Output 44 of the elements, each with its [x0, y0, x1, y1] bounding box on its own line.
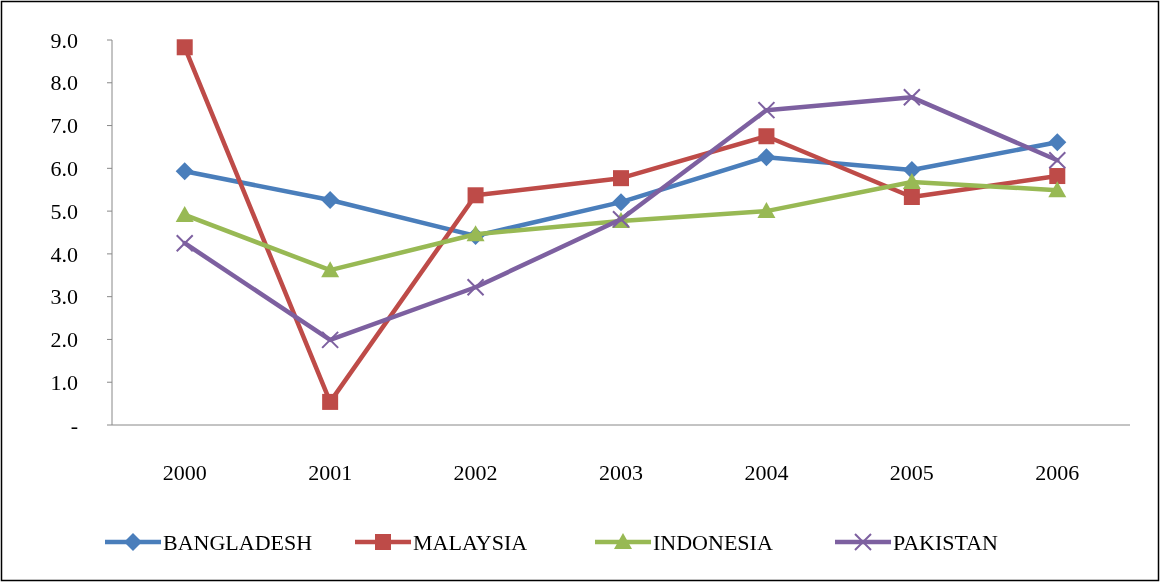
- point: [175, 162, 194, 181]
- point: [467, 187, 484, 204]
- point: [176, 39, 193, 56]
- x-tick-label: 2006: [1035, 460, 1080, 485]
- x-tick-label: 2004: [744, 460, 789, 485]
- point: [466, 278, 485, 297]
- y-tick-label: 5.0: [50, 198, 78, 224]
- y-tick-label: -: [70, 412, 78, 438]
- legend-label: PAKISTAN: [893, 529, 999, 555]
- y-tick-label: 3.0: [50, 284, 78, 310]
- y-tick-label: 8.0: [50, 70, 78, 96]
- point: [613, 170, 629, 187]
- point: [1048, 151, 1067, 170]
- x-tick-label: 2002: [453, 460, 498, 485]
- y-tick-label: 9.0: [50, 27, 78, 53]
- y-tick-label: 6.0: [50, 156, 78, 182]
- point: [321, 190, 340, 209]
- point: [758, 128, 775, 145]
- point: [175, 234, 194, 253]
- point: [322, 393, 339, 410]
- y-tick-label: 4.0: [50, 241, 78, 267]
- legend-label: MALAYSIA: [413, 529, 528, 555]
- point: [1048, 133, 1067, 152]
- point: [757, 202, 776, 219]
- point: [321, 330, 340, 349]
- x-tick-label: 2003: [599, 460, 643, 485]
- point: [757, 148, 776, 167]
- y-tick-label: 1.0: [50, 369, 78, 395]
- point: [321, 261, 340, 278]
- legend-label: INDONESIA: [653, 529, 773, 555]
- point: [1048, 181, 1067, 198]
- x-tick-label: 2000: [162, 460, 207, 485]
- y-tick-label: 7.0: [50, 113, 78, 139]
- y-tick-label: 2.0: [50, 327, 78, 353]
- point: [902, 173, 921, 190]
- point: [1049, 168, 1066, 185]
- point: [175, 205, 194, 222]
- point: [757, 101, 776, 120]
- x-tick-label: 2005: [889, 460, 934, 485]
- point: [612, 193, 630, 212]
- point: [902, 88, 921, 107]
- x-tick-label: 2001: [308, 460, 353, 485]
- point: [903, 188, 920, 205]
- legend-label: BANGLADESH: [163, 529, 313, 555]
